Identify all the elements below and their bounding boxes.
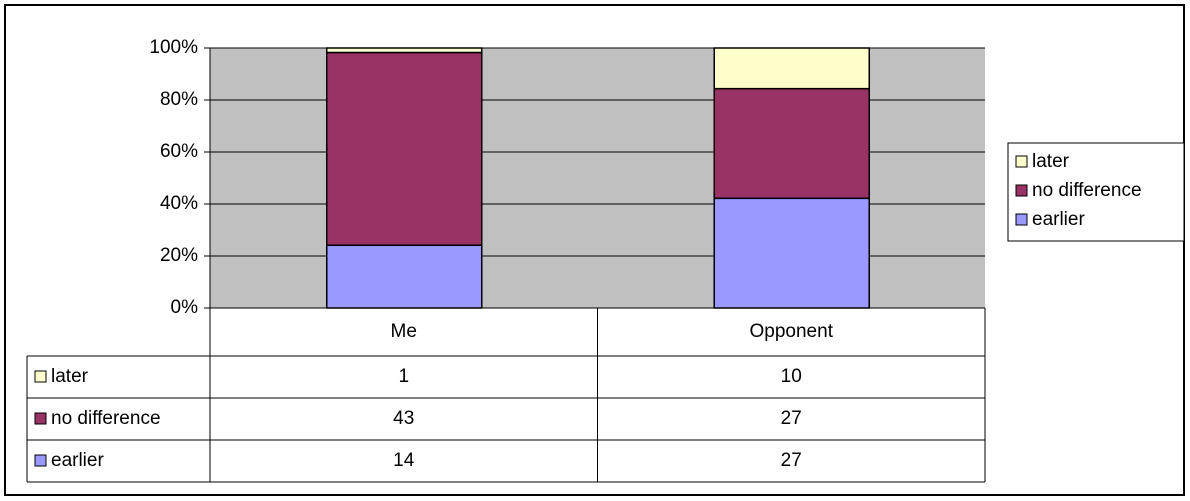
legend-label: no difference: [1032, 180, 1142, 201]
table-value: 43: [393, 408, 414, 429]
table-value: 27: [781, 450, 802, 471]
table-value: 14: [393, 450, 415, 471]
bar-segment: [326, 244, 483, 309]
y-tick-label: 20%: [160, 245, 198, 266]
bar-segment: [713, 87, 870, 200]
legend-box: [1007, 142, 1185, 242]
x-tick-label: Me: [391, 321, 417, 342]
table-value: 27: [781, 408, 802, 429]
table-value: 1: [398, 366, 409, 387]
bar-segment: [326, 51, 483, 246]
bar-segment: [713, 47, 870, 90]
table-row-label: later: [51, 366, 89, 387]
table-row-label: earlier: [51, 450, 104, 471]
table-key: [34, 370, 47, 383]
y-tick-label: 0%: [171, 297, 199, 318]
table-key: [34, 454, 47, 467]
table-key: [34, 412, 47, 425]
bar-segment: [713, 197, 870, 309]
table-row-label: no difference: [51, 408, 161, 429]
bar-segment: [326, 47, 483, 54]
x-tick-label: Opponent: [750, 321, 834, 342]
y-tick-label: 40%: [160, 193, 198, 214]
legend-key: [1015, 155, 1028, 168]
y-tick-label: 60%: [160, 141, 198, 162]
legend-label: earlier: [1032, 209, 1085, 230]
y-tick-label: 80%: [160, 89, 198, 110]
y-tick-label: 100%: [149, 37, 198, 58]
table-value: 10: [781, 366, 802, 387]
legend-key: [1015, 184, 1028, 197]
legend-key: [1015, 213, 1028, 226]
legend-label: later: [1032, 151, 1070, 172]
